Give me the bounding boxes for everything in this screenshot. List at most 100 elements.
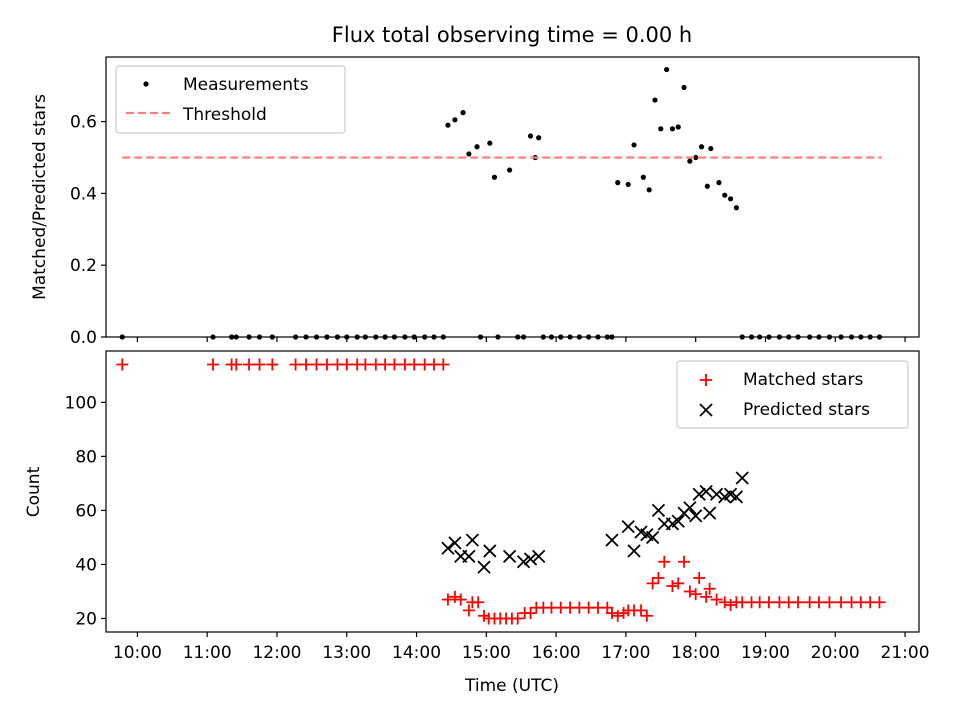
measurement-point — [431, 334, 437, 340]
predicted-star-point — [462, 549, 476, 563]
matched-star-point — [678, 555, 691, 568]
x-tick-label: 18:00 — [671, 643, 720, 663]
x-tick-label: 21:00 — [881, 643, 930, 663]
measurement-point — [344, 334, 350, 340]
measurement-point — [324, 334, 330, 340]
matched-star-point — [762, 596, 775, 609]
measurement-point — [233, 334, 239, 340]
matched-star-point — [812, 596, 825, 609]
predicted-star-point — [448, 536, 462, 550]
matched-star-point — [340, 358, 353, 371]
legend-matched-label: Matched stars — [743, 370, 863, 390]
measurement-point — [664, 66, 670, 73]
matched-star-point — [437, 358, 450, 371]
measurement-point — [625, 181, 631, 188]
measurement-point — [477, 334, 484, 340]
matched-star-point — [703, 582, 716, 595]
top-y-axis-label: Matched/Predicted stars — [30, 94, 50, 300]
top-legend-frame — [115, 65, 346, 134]
measurement-point — [708, 145, 714, 152]
y-tick-label: 60 — [75, 501, 97, 521]
legend-measurements-marker — [143, 81, 149, 87]
predicted-star-point — [523, 552, 538, 566]
matched-star-point — [359, 358, 372, 371]
predicted-star-point — [483, 544, 497, 558]
matched-star-point — [472, 596, 485, 609]
measurement-point — [716, 180, 722, 186]
matched-star-point — [266, 358, 279, 371]
matched-star-point — [207, 358, 220, 371]
measurement-point — [826, 334, 833, 340]
matched-star-point — [683, 585, 696, 598]
measurement-point — [786, 334, 792, 340]
x-tick-label: 10:00 — [113, 643, 162, 663]
measurement-point — [567, 334, 573, 340]
star-count-panel: 20 40 60 80 100 10:00 11:00 12:00 13:00 14:00 15:… — [24, 350, 930, 696]
predicted-star-point — [709, 487, 724, 501]
matched-star-point — [253, 358, 266, 371]
measurement-point — [540, 334, 546, 340]
matched-star-point — [724, 598, 737, 611]
top-plot-frame — [105, 56, 920, 338]
measurement-point — [269, 334, 275, 340]
y-tick-label: 20 — [75, 609, 97, 629]
measurement-point — [615, 180, 621, 186]
matched-star-point — [454, 593, 467, 606]
predicted-star-point — [441, 541, 455, 555]
measurement-point — [536, 135, 542, 141]
legend-predicted-marker — [699, 403, 713, 417]
predicted-star-point — [735, 471, 749, 485]
flux-ratio-panel: 0.0 0.2 0.4 0.6 Matched/Predicted stars Mea… — [30, 56, 920, 348]
measurement-point — [246, 334, 252, 340]
measurement-point — [474, 144, 480, 150]
measurement-point — [652, 97, 658, 103]
matched-star-point — [448, 590, 461, 603]
measurement-point — [876, 334, 883, 340]
measurement-point — [807, 334, 813, 340]
predicted-star-point — [477, 560, 491, 574]
measurement-point — [527, 133, 534, 139]
matched-star-point — [524, 607, 537, 620]
measurement-point — [722, 192, 728, 198]
measurement-point — [256, 334, 263, 340]
predicted-star-point — [627, 544, 641, 558]
matched-star-point — [388, 358, 401, 371]
measurement-point — [334, 334, 341, 340]
measurement-point — [210, 334, 216, 340]
matched-star-point — [640, 609, 653, 622]
matched-star-point — [511, 612, 524, 625]
matched-star-point — [310, 358, 323, 371]
measurement-point — [631, 142, 637, 148]
measurement-point — [604, 334, 610, 340]
measurement-point — [838, 334, 844, 340]
measurement-point — [422, 334, 428, 340]
measurement-point — [687, 158, 693, 164]
matched-star-point — [462, 604, 475, 617]
matched-star-point — [408, 358, 421, 371]
bottom-x-axis-label: Time (UTC) — [464, 676, 559, 696]
top-y-axis: 0.0 0.2 0.4 0.6 — [70, 113, 106, 348]
matched-star-point — [700, 590, 713, 603]
predicted-star-point — [699, 484, 713, 499]
measurement-point — [292, 334, 299, 340]
bottom-series-group — [116, 358, 886, 625]
measurement-point — [795, 334, 801, 340]
predicted-star-point — [683, 501, 697, 515]
bottom-y-axis-label: Count — [24, 466, 44, 517]
y-tick-label: 40 — [75, 555, 97, 575]
matched-star-point — [320, 358, 333, 371]
matched-star-point — [792, 596, 805, 609]
measurement-point — [816, 334, 822, 340]
matched-star-point — [652, 571, 665, 584]
x-tick-label: 17:00 — [601, 643, 650, 663]
measurement-point — [303, 334, 309, 340]
matched-star-point — [611, 609, 624, 622]
x-tick-label: 19:00 — [741, 643, 790, 663]
predicted-star-point — [703, 506, 717, 520]
measurement-point — [440, 334, 446, 340]
measurement-point — [515, 334, 521, 340]
top-series-group — [119, 66, 883, 340]
y-tick-label: 0.2 — [70, 256, 97, 276]
measurement-point — [595, 334, 601, 340]
